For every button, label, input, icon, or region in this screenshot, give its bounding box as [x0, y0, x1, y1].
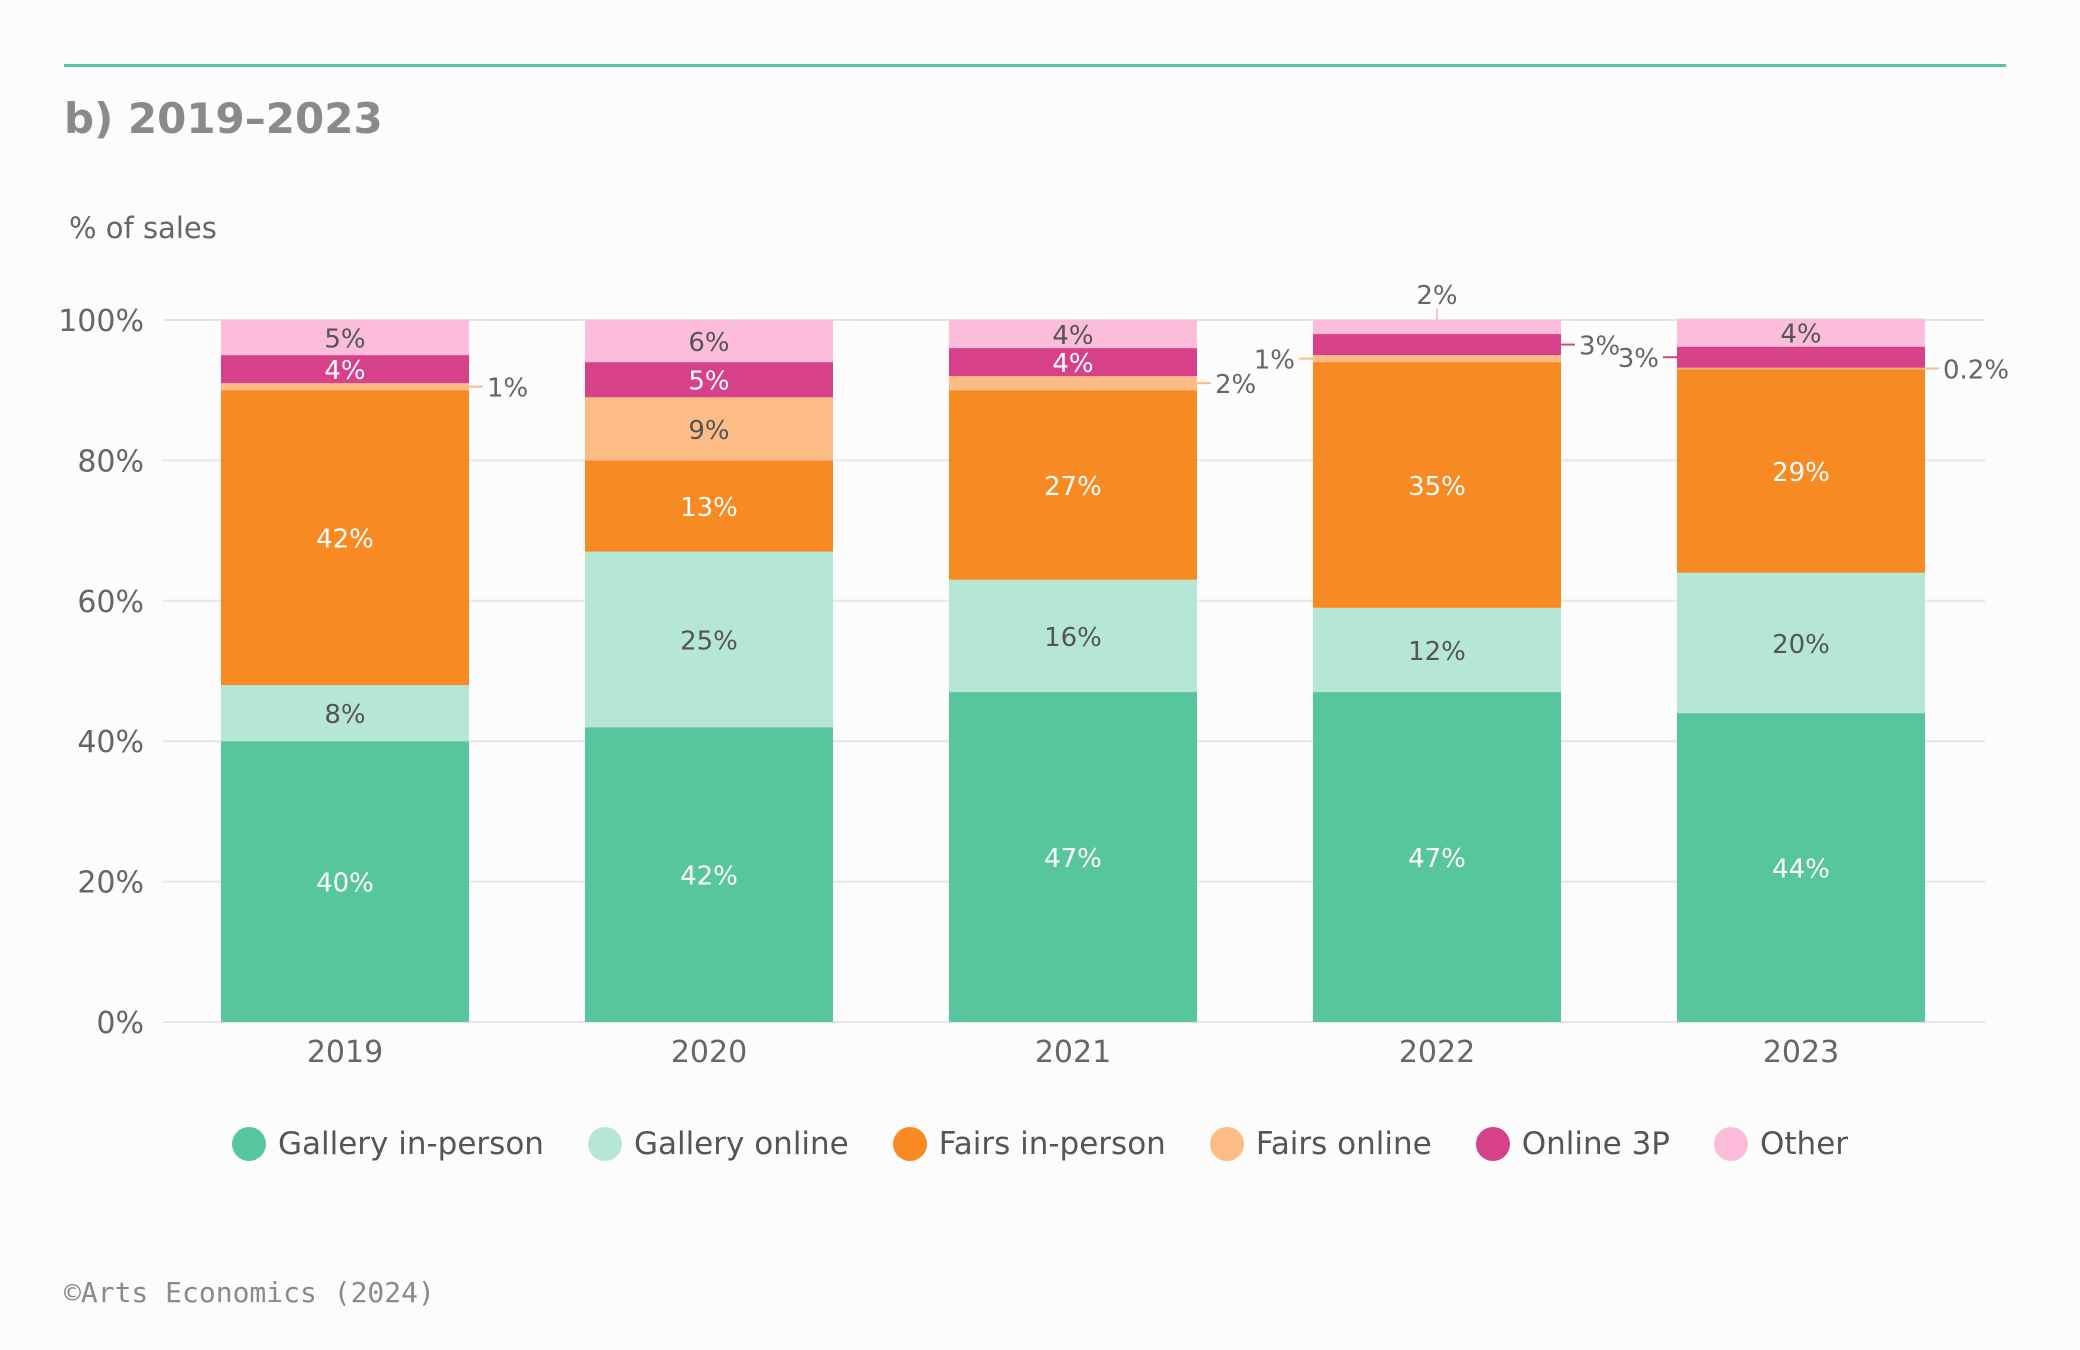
data-label: 16% [1044, 623, 1102, 653]
data-label: 1% [487, 374, 528, 404]
bar-segment [585, 397, 833, 461]
bar-segment [1677, 713, 1925, 1022]
data-label: 4% [324, 356, 365, 386]
bar-segment [1313, 320, 1561, 335]
data-label: 2% [1215, 370, 1256, 400]
data-label: 4% [1052, 349, 1093, 379]
legend-item: Online 3P [1475, 1126, 1670, 1162]
bar-segment [1313, 355, 1561, 363]
bar-segment [585, 320, 833, 363]
bar-segment [1677, 572, 1925, 714]
bar-segment [221, 390, 469, 686]
bar-segment [585, 460, 833, 552]
legend-swatch [587, 1127, 622, 1161]
legend-item: Gallery in-person [231, 1126, 544, 1162]
legend-label: Other [1760, 1126, 1849, 1162]
data-label: 0.2% [1943, 355, 2009, 385]
bar-segment [1313, 607, 1561, 693]
bar-segment [585, 551, 833, 728]
bar-segment [1677, 367, 1925, 370]
legend-label: Fairs in-person [938, 1126, 1166, 1162]
legend-swatch [892, 1127, 927, 1161]
data-label: 44% [1772, 855, 1830, 885]
bar-segment [949, 579, 1197, 693]
data-label: 5% [324, 325, 365, 355]
data-label: 29% [1772, 458, 1830, 488]
bar-segment [221, 741, 469, 1022]
legend-item: Fairs online [1209, 1126, 1432, 1162]
y-tick-label: 100% [58, 304, 144, 339]
bar-segment [221, 383, 469, 391]
x-tick-label: 2019 [307, 1035, 383, 1070]
labels-layer: 40%8%42%1%4%5%42%25%13%9%5%6%47%16%27%2%… [316, 281, 2009, 899]
bar-segment [1313, 692, 1561, 1022]
legend-item: Gallery online [587, 1126, 849, 1162]
data-label: 2% [1416, 281, 1457, 311]
legend-swatch [1475, 1127, 1510, 1161]
bar-segment [949, 390, 1197, 580]
bar-segment [221, 685, 469, 742]
bar-segment [1313, 362, 1561, 608]
bar-segment [221, 355, 469, 384]
legend-swatch [231, 1127, 266, 1161]
data-label: 13% [680, 493, 738, 523]
data-label: 47% [1408, 844, 1466, 874]
bar-segment [585, 362, 833, 398]
bars-layer [221, 318, 1925, 1022]
data-label: 47% [1044, 844, 1102, 874]
axis-layer: % of sales 0% 20% 40% 60% 80% 100% 2019 2020 2021… [58, 211, 1839, 1070]
legend-item: Fairs in-person [892, 1126, 1166, 1162]
legend-label: Fairs online [1255, 1126, 1432, 1162]
data-label: 35% [1408, 472, 1466, 502]
data-label: 27% [1044, 472, 1102, 502]
data-label: 3% [1579, 332, 1620, 362]
y-tick-label: 60% [77, 585, 144, 620]
x-tick-label: 2020 [671, 1035, 747, 1070]
bar-segment [1677, 346, 1925, 368]
legend-item: Other [1714, 1126, 1848, 1162]
legend-label: Gallery in-person [277, 1126, 544, 1162]
y-tick-label: 0% [96, 1006, 144, 1041]
x-tick-label: 2023 [1763, 1035, 1839, 1070]
bar-segment [221, 320, 469, 356]
y-tick-label: 80% [77, 444, 144, 479]
bar-segment [585, 727, 833, 1022]
bar-segment [949, 320, 1197, 349]
data-label: 8% [324, 700, 365, 730]
bar-segment [1677, 318, 1925, 347]
data-label: 12% [1408, 637, 1466, 667]
data-label: 25% [680, 626, 738, 656]
bar-segment [949, 692, 1197, 1022]
chart-subtitle: b) 2019–2023 [64, 94, 383, 143]
x-tick-label: 2022 [1399, 1035, 1475, 1070]
data-label: 42% [316, 525, 374, 555]
legend-swatch [1714, 1127, 1748, 1161]
data-label: 4% [1052, 321, 1093, 351]
data-label: 3% [1618, 344, 1659, 374]
bar-segment [1677, 369, 1925, 573]
data-label: 40% [316, 869, 374, 899]
bar-segment [1313, 334, 1561, 356]
copyright-text: ©Arts Economics (2024) [64, 1276, 435, 1309]
data-label: 42% [680, 862, 738, 892]
data-label: 6% [688, 328, 729, 358]
bar-segment [949, 348, 1197, 377]
y-tick-label: 20% [77, 866, 144, 901]
legend: Gallery in-person Gallery online Fairs in-… [0, 1120, 2080, 1168]
bar-segment [949, 376, 1197, 391]
y-tick-label: 40% [77, 725, 144, 760]
legend-label: Online 3P [1521, 1126, 1670, 1162]
data-label: 9% [688, 416, 729, 446]
data-label: 4% [1780, 320, 1821, 350]
top-rule [64, 64, 2006, 67]
y-axis-title: % of sales [69, 211, 217, 245]
legend-label: Gallery online [633, 1126, 849, 1162]
x-tick-label: 2021 [1035, 1035, 1111, 1070]
data-label: 1% [1254, 346, 1295, 376]
legend-swatch [1209, 1127, 1244, 1161]
data-label: 20% [1772, 630, 1830, 660]
data-label: 5% [688, 367, 729, 397]
